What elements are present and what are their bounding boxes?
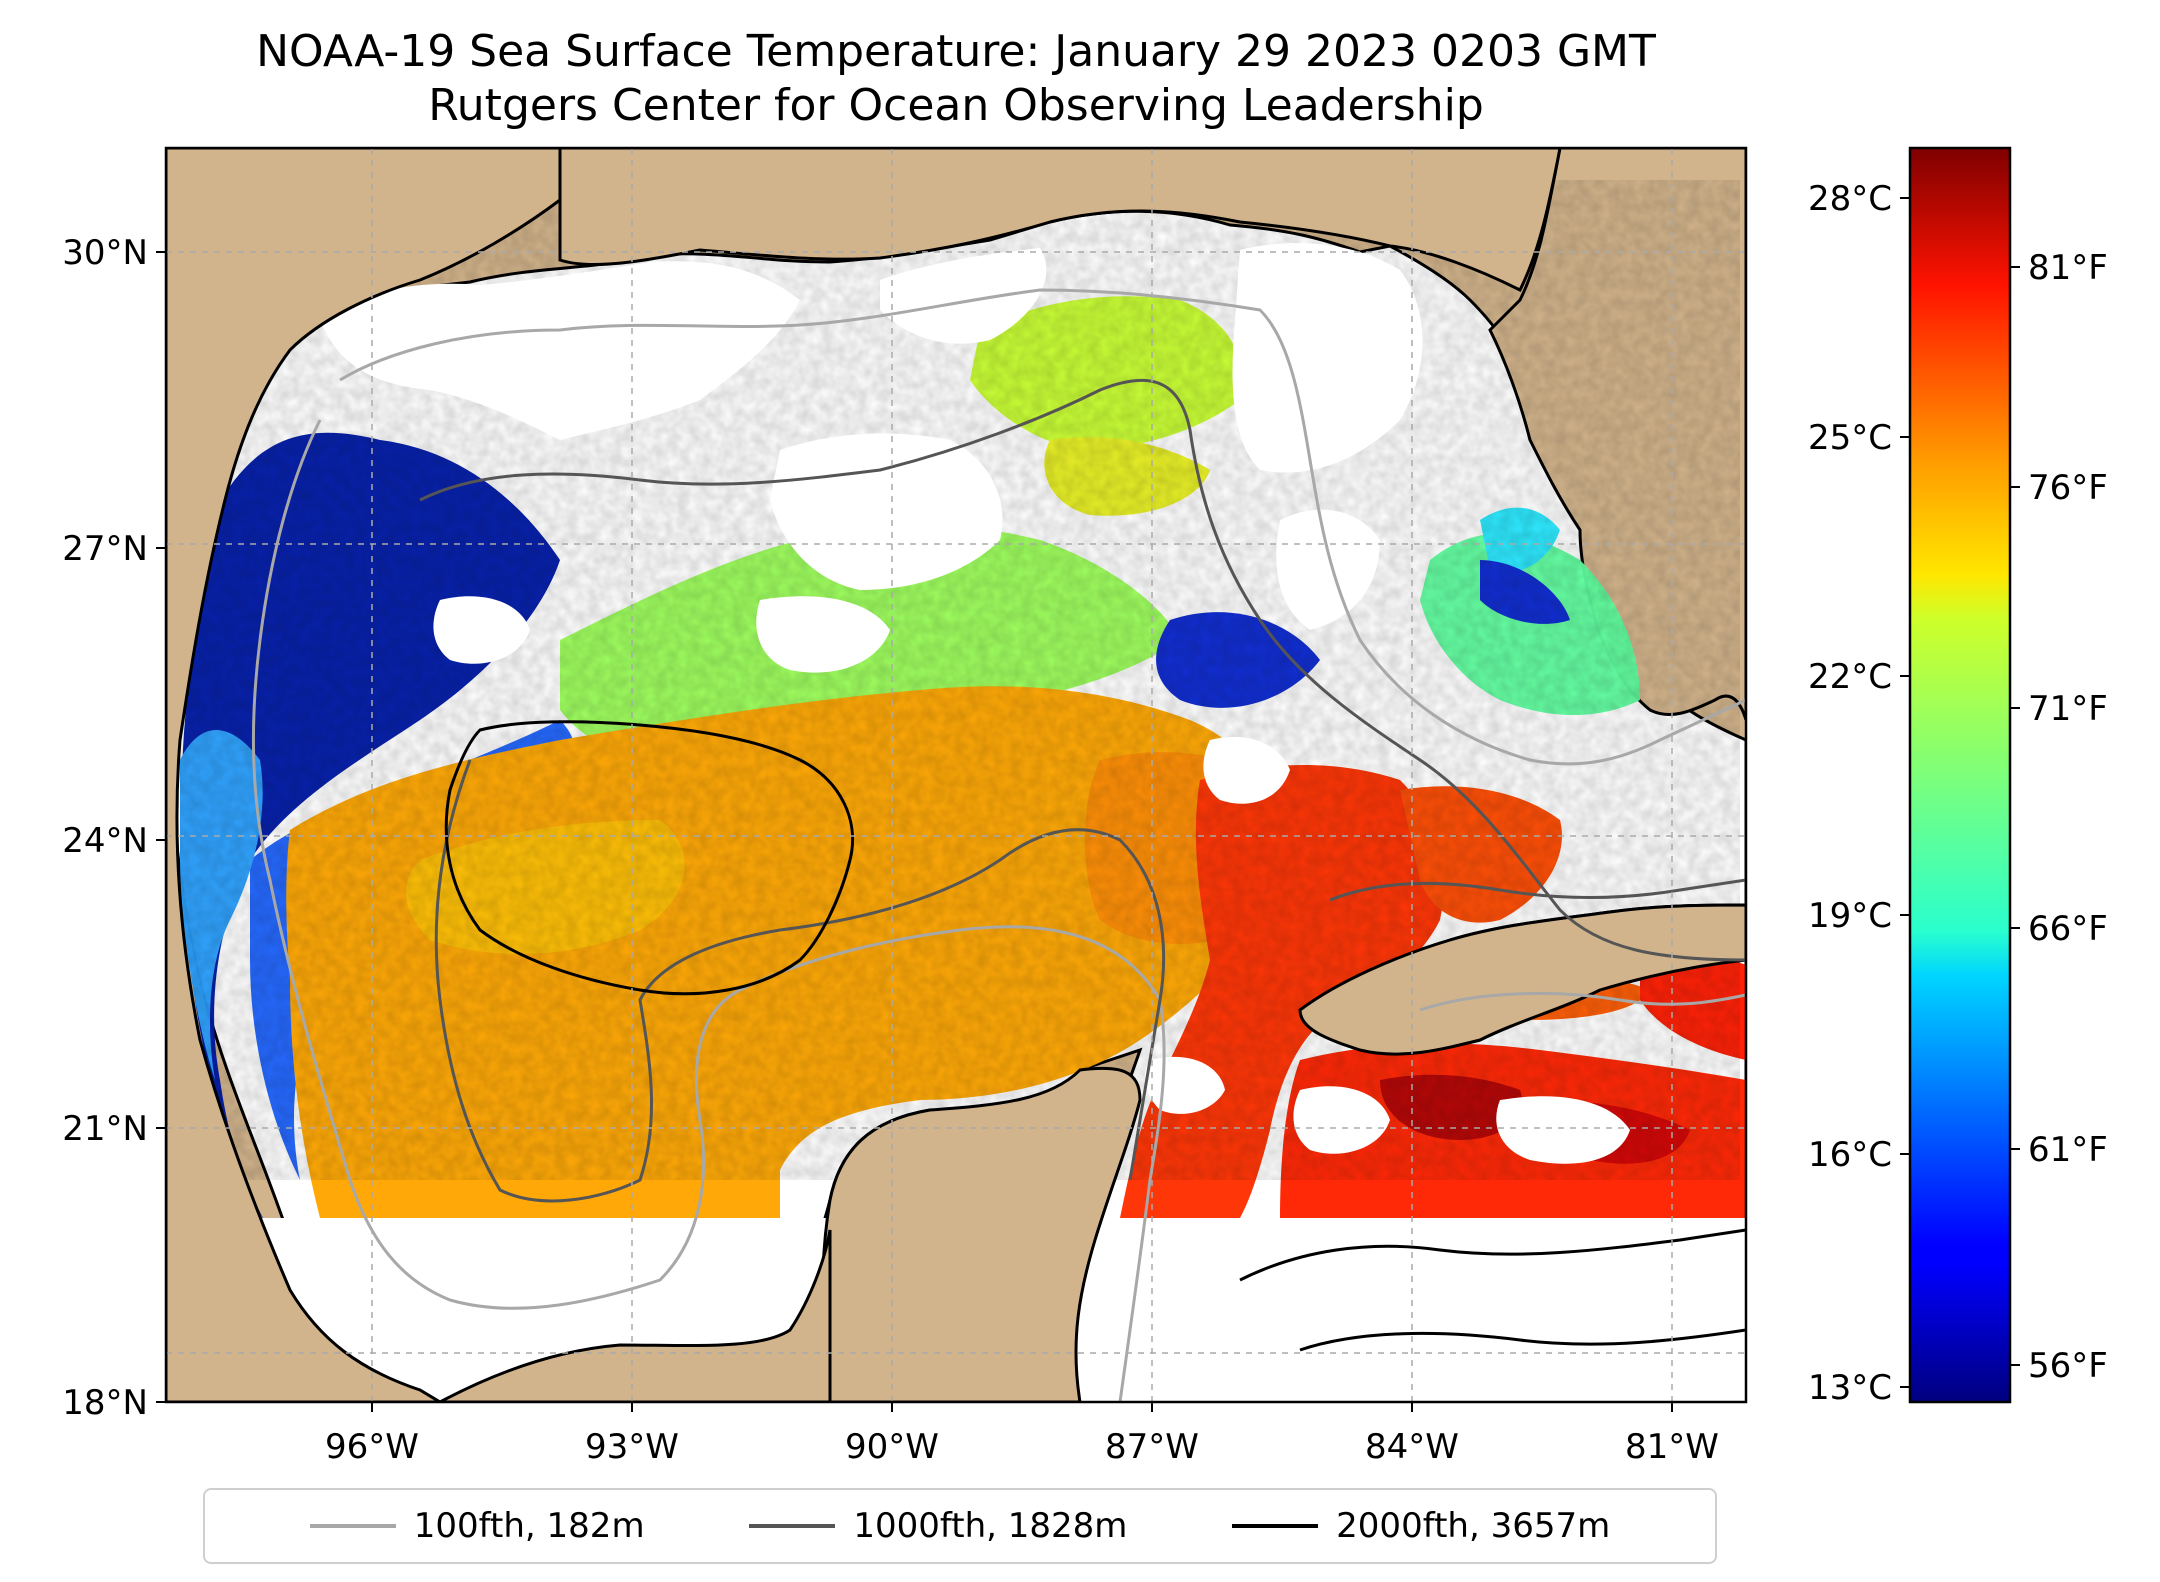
longitude-axis: 96°W 93°W 90°W 87°W 84°W 81°W <box>325 1402 1719 1467</box>
fahrenheit-tick-label: 71°F <box>2028 689 2108 729</box>
lon-tick-label: 90°W <box>845 1427 939 1467</box>
lon-tick-label: 81°W <box>1625 1427 1719 1467</box>
celsius-tick-label: 19°C <box>1808 896 1892 936</box>
map-area <box>166 148 1746 1402</box>
lat-tick-label: 21°N <box>62 1109 148 1149</box>
isobath-2000fth <box>444 720 1746 1352</box>
yucatan-land <box>821 1066 1142 1402</box>
fahrenheit-tick-label: 81°F <box>2028 248 2108 288</box>
celsius-tick-label: 22°C <box>1808 657 1892 697</box>
legend-label: 100fth, 182m <box>413 1506 645 1546</box>
lat-tick-label: 24°N <box>62 821 148 861</box>
legend-label: 1000fth, 1828m <box>853 1506 1128 1546</box>
legend-swatch <box>1232 1524 1319 1528</box>
colorbar-celsius-axis: 28°C 25°C 22°C 19°C 16°C 13°C <box>1808 179 1910 1408</box>
fahrenheit-tick-label: 61°F <box>2028 1130 2108 1170</box>
colorbar: 28°C 25°C 22°C 19°C 16°C 13°C 81°F 76°F … <box>1808 146 2108 1408</box>
isobath-legend: 100fth, 182m 1000fth, 1828m 2000fth, 365… <box>203 1488 1717 1564</box>
latitude-axis: 30°N 27°N 24°N 21°N 18°N <box>62 233 166 1423</box>
legend-item-2000fth: 2000fth, 3657m <box>1232 1506 1610 1546</box>
colorbar-gradient <box>1908 146 2012 1404</box>
graticule <box>166 148 1746 1402</box>
fahrenheit-tick-label: 56°F <box>2028 1346 2108 1386</box>
legend-label: 2000fth, 3657m <box>1336 1506 1611 1546</box>
celsius-tick-label: 25°C <box>1808 418 1892 458</box>
lon-tick-label: 96°W <box>325 1427 419 1467</box>
isobath-1000fth <box>419 378 1746 1203</box>
celsius-tick-label: 13°C <box>1808 1368 1892 1408</box>
legend-item-1000fth: 1000fth, 1828m <box>749 1506 1127 1546</box>
map-title: NOAA-19 Sea Surface Temperature: January… <box>256 26 1656 77</box>
central-america-land <box>439 1229 832 1402</box>
celsius-tick-label: 16°C <box>1808 1135 1892 1175</box>
fahrenheit-tick-label: 76°F <box>2028 468 2108 508</box>
lat-tick-label: 18°N <box>62 1383 148 1423</box>
celsius-tick-label: 28°C <box>1808 179 1892 219</box>
lon-tick-label: 87°W <box>1105 1427 1199 1467</box>
legend-swatch <box>749 1524 836 1528</box>
map-subtitle: Rutgers Center for Ocean Observing Leade… <box>428 80 1484 131</box>
lon-tick-label: 93°W <box>585 1427 679 1467</box>
isobaths <box>251 288 1746 1402</box>
lon-tick-label: 84°W <box>1365 1427 1459 1467</box>
sst-map-figure: 30°N 27°N 24°N 21°N 18°N 96°W 93°W 90°W … <box>62 146 2108 1467</box>
legend-swatch <box>309 1524 396 1528</box>
us-gulf-coast-land <box>558 148 1562 293</box>
fahrenheit-tick-label: 66°F <box>2028 909 2108 949</box>
lat-tick-label: 30°N <box>62 233 148 273</box>
mexico-west-land <box>166 148 562 1402</box>
lat-tick-label: 27°N <box>62 529 148 569</box>
isobath-100fth <box>251 288 1746 1402</box>
colorbar-fahrenheit-axis: 81°F 76°F 71°F 66°F 61°F 56°F <box>2010 248 2108 1386</box>
legend-item-100fth: 100fth, 182m <box>309 1506 645 1546</box>
map-frame <box>164 146 1748 1404</box>
